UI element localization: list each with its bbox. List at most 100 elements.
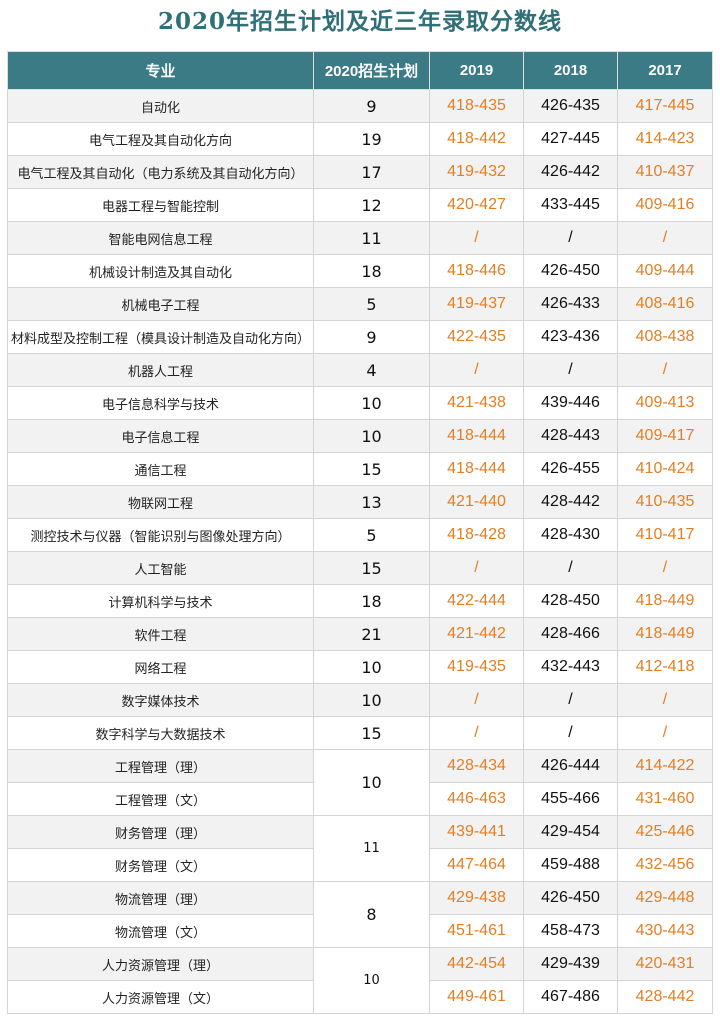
major-cell: 自动化 — [7, 89, 314, 123]
score-2019-cell: 418-446 — [429, 254, 524, 288]
table-row: 电气工程及其自动化方向 19 418-442 427-445 414-423 — [7, 122, 713, 156]
major-cell: 网络工程 — [7, 650, 314, 684]
score-2017-cell: 425-446 — [617, 815, 713, 849]
plan-cell: 19 — [313, 122, 430, 156]
table-row: 物流管理（理） 8 429-438 426-450 429-448 — [7, 881, 713, 948]
score-2018-cell: / — [523, 716, 618, 750]
score-2018-cell: 429-454 — [523, 815, 618, 849]
plan-cell-merged: 8 — [313, 881, 430, 948]
score-2018-cell: / — [523, 221, 618, 255]
score-2017-cell: 431-460 — [617, 782, 713, 816]
score-2017-cell: 420-431 — [617, 947, 713, 981]
score-2017-cell: 414-423 — [617, 122, 713, 156]
score-2018-cell: 455-466 — [523, 782, 618, 816]
table-row: 智能电网信息工程 11 / / / — [7, 221, 713, 255]
plan-cell: 18 — [313, 254, 430, 288]
score-2017-cell: 418-449 — [617, 584, 713, 618]
plan-cell-merged: 10 — [313, 749, 430, 816]
plan-cell: 12 — [313, 188, 430, 222]
table-row: 电子信息工程 10 418-444 428-443 409-417 — [7, 419, 713, 453]
plan-cell: 5 — [313, 287, 430, 321]
score-2018-cell: 426-435 — [523, 89, 618, 123]
table-row: 软件工程 21 421-442 428-466 418-449 — [7, 617, 713, 651]
major-cell: 机械电子工程 — [7, 287, 314, 321]
score-2019-cell: 439-441 — [429, 815, 524, 849]
major-cell: 机械设计制造及其自动化 — [7, 254, 314, 288]
major-cell: 数字媒体技术 — [7, 683, 314, 717]
score-2019-cell: 419-437 — [429, 287, 524, 321]
score-2019-cell: 428-434 — [429, 749, 524, 783]
score-2019-cell: 421-442 — [429, 617, 524, 651]
score-2019-cell: 418-442 — [429, 122, 524, 156]
score-2017-cell: 429-448 — [617, 881, 713, 915]
table-row: 通信工程 15 418-444 426-455 410-424 — [7, 452, 713, 486]
plan-cell: 9 — [313, 320, 430, 354]
score-2019-cell: / — [429, 551, 524, 585]
score-2018-cell: 459-488 — [523, 848, 618, 882]
score-2019-cell: 422-435 — [429, 320, 524, 354]
major-cell: 财务管理（理） — [7, 815, 314, 849]
score-2018-cell: 439-446 — [523, 386, 618, 420]
score-2017-cell: 408-416 — [617, 287, 713, 321]
score-2018-cell: / — [523, 683, 618, 717]
score-2018-cell: 428-450 — [523, 584, 618, 618]
score-2017-cell: 418-449 — [617, 617, 713, 651]
score-2018-cell: / — [523, 353, 618, 387]
table-row: 人力资源管理（文） 449-461 467-486 428-442 — [7, 980, 713, 1014]
score-2018-cell: 427-445 — [523, 122, 618, 156]
score-2017-cell: 428-442 — [617, 980, 713, 1014]
score-2017-cell: 417-445 — [617, 89, 713, 123]
score-2018-cell: 426-455 — [523, 452, 618, 486]
header-major: 专业 — [7, 51, 314, 90]
table-row: 物联网工程 13 421-440 428-442 410-435 — [7, 485, 713, 519]
plan-cell: 9 — [313, 89, 430, 123]
score-2018-cell: 423-436 — [523, 320, 618, 354]
score-2018-cell: 432-443 — [523, 650, 618, 684]
plan-cell: 15 — [313, 452, 430, 486]
score-2019-cell: 429-438 — [429, 881, 524, 915]
score-2018-cell: 429-439 — [523, 947, 618, 981]
score-2018-cell: 426-450 — [523, 254, 618, 288]
score-2019-cell: 447-464 — [429, 848, 524, 882]
table-row: 数字媒体技术 10 / / / — [7, 683, 713, 717]
major-cell: 财务管理（文） — [7, 848, 314, 882]
score-2019-cell: 419-435 — [429, 650, 524, 684]
table-row: 材料成型及控制工程（模具设计制造及自动化方向） 9 422-435 423-43… — [7, 320, 713, 354]
plan-cell-merged: 11 — [313, 815, 430, 882]
score-2017-cell: 409-413 — [617, 386, 713, 420]
score-2017-cell: 432-456 — [617, 848, 713, 882]
score-2018-cell: 428-443 — [523, 419, 618, 453]
plan-cell: 13 — [313, 485, 430, 519]
table-header-row: 专业 2020招生计划 2019 2018 2017 — [7, 51, 713, 90]
score-2019-cell: 419-432 — [429, 155, 524, 189]
score-2019-cell: 449-461 — [429, 980, 524, 1014]
score-2019-cell: 421-440 — [429, 485, 524, 519]
plan-cell: 17 — [313, 155, 430, 189]
score-2017-cell: / — [617, 353, 713, 387]
table-row: 机械电子工程 5 419-437 426-433 408-416 — [7, 287, 713, 321]
score-2019-cell: 418-435 — [429, 89, 524, 123]
table-row: 机器人工程 4 / / / — [7, 353, 713, 387]
score-2017-cell: 414-422 — [617, 749, 713, 783]
major-cell: 电气工程及其自动化方向 — [7, 122, 314, 156]
score-2017-cell: / — [617, 716, 713, 750]
table-row: 自动化 9 418-435 426-435 417-445 — [7, 89, 713, 123]
plan-cell-merged: 10 — [313, 947, 430, 1014]
major-cell: 电子信息工程 — [7, 419, 314, 453]
score-2019-cell: 420-427 — [429, 188, 524, 222]
plan-cell: 10 — [313, 683, 430, 717]
major-cell: 材料成型及控制工程（模具设计制造及自动化方向） — [7, 320, 314, 354]
score-2018-cell: 467-486 — [523, 980, 618, 1014]
major-cell: 智能电网信息工程 — [7, 221, 314, 255]
table-row: 机械设计制造及其自动化 18 418-446 426-450 409-444 — [7, 254, 713, 288]
score-2018-cell: / — [523, 551, 618, 585]
table-row: 数字科学与大数据技术 15 / / / — [7, 716, 713, 750]
score-2019-cell: 418-428 — [429, 518, 524, 552]
score-2018-cell: 433-445 — [523, 188, 618, 222]
score-2017-cell: / — [617, 551, 713, 585]
table-row: 电器工程与智能控制 12 420-427 433-445 409-416 — [7, 188, 713, 222]
major-cell: 电器工程与智能控制 — [7, 188, 314, 222]
table-row: 计算机科学与技术 18 422-444 428-450 418-449 — [7, 584, 713, 618]
major-cell: 人工智能 — [7, 551, 314, 585]
major-cell: 物流管理（文） — [7, 914, 314, 948]
